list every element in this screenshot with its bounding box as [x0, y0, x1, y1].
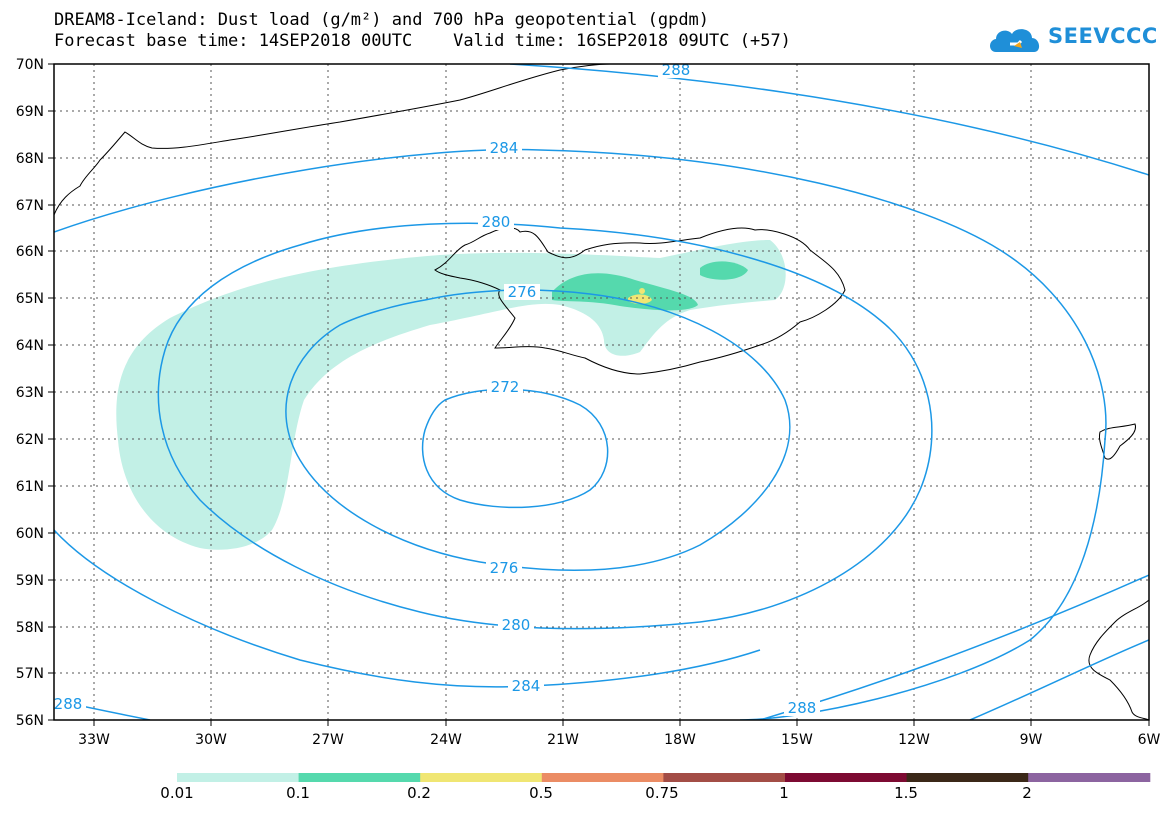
lon-label: 33W	[78, 732, 110, 748]
colorbar	[177, 773, 1151, 782]
colorbar-swatch	[177, 773, 300, 782]
lat-label: 65N	[16, 291, 44, 307]
lat-label: 64N	[16, 338, 44, 354]
geopotential-contours	[54, 64, 1149, 720]
lat-label: 62N	[16, 432, 44, 448]
longitude-labels: 33W 30W 27W 24W 21W 18W 15W 12W 9W 6W	[78, 732, 1160, 748]
contour-label-288-bottom-right: 288	[788, 699, 817, 717]
colorbar-label: 0.75	[645, 784, 679, 802]
logo-text: SEEVCCC	[1048, 24, 1158, 48]
lon-label: 6W	[1138, 732, 1161, 748]
colorbar-swatch	[906, 773, 1029, 782]
contour-276	[285, 289, 791, 571]
dust-area-low	[116, 240, 786, 550]
lon-label: 15W	[781, 732, 813, 748]
map-title: DREAM8-Iceland: Dust load (g/m²) and 700…	[54, 10, 710, 30]
colorbar-label: 0.1	[286, 784, 310, 802]
lon-label: 30W	[195, 732, 227, 748]
contour-label-280-bottom: 280	[502, 616, 531, 634]
contour-284-bottom	[54, 529, 761, 688]
contour-label-288-top: 288	[662, 61, 691, 79]
colorbar-label: 1	[779, 784, 789, 802]
faroe-islands-coast	[1099, 423, 1137, 460]
lon-label: 21W	[547, 732, 579, 748]
colorbar-label: 2	[1022, 784, 1032, 802]
lat-label: 63N	[16, 385, 44, 401]
colorbar-swatch	[420, 773, 543, 782]
contour-label-288-bottom-left: 288	[54, 695, 83, 713]
lon-label: 24W	[430, 732, 462, 748]
contour-label-276-top: 276	[508, 283, 537, 301]
colorbar-label: 0.2	[407, 784, 431, 802]
lat-label: 68N	[16, 151, 44, 167]
contour-272	[421, 388, 609, 509]
map-plot-area: 288 284 280 276 272 276 280 284 288 288	[54, 61, 1149, 720]
lat-label: 70N	[16, 57, 44, 73]
colorbar-label: 0.01	[160, 784, 194, 802]
lat-label: 59N	[16, 573, 44, 589]
contour-284	[54, 148, 1107, 720]
iceland-coast	[434, 227, 846, 375]
cloud-logo-icon	[990, 29, 1040, 52]
colorbar-swatch	[785, 773, 908, 782]
colorbar-swatch	[1028, 773, 1151, 782]
contour-288-bottom-right-2	[969, 639, 1149, 720]
lat-label: 61N	[16, 479, 44, 495]
dust-area-mid-east	[700, 261, 748, 280]
forecast-time-line: Forecast base time: 14SEP2018 00UTC Vali…	[54, 31, 791, 51]
contour-label-284-bottom: 284	[512, 677, 541, 695]
lat-label: 67N	[16, 198, 44, 214]
lat-label: 57N	[16, 666, 44, 682]
contour-label-272: 272	[491, 378, 520, 396]
scotland-coast	[1088, 599, 1149, 720]
colorbar-swatch	[298, 773, 421, 782]
lon-label: 18W	[664, 732, 696, 748]
lon-label: 27W	[312, 732, 344, 748]
tick-marks	[48, 63, 1150, 726]
latitude-labels: 70N 69N 68N 67N 66N 65N 64N 63N 62N 61N …	[16, 57, 44, 729]
colorbar-swatch	[663, 773, 786, 782]
dust-area-high-dot	[639, 288, 645, 294]
contour-labels: 288 284 280 276 272 276 280 284 288 288	[54, 61, 820, 717]
contour-label-284-top: 284	[490, 139, 519, 157]
lat-label: 69N	[16, 104, 44, 120]
contour-288-top	[509, 64, 1149, 176]
lat-label: 56N	[16, 713, 44, 729]
coastlines	[54, 64, 1149, 720]
contour-label-280-top: 280	[482, 213, 511, 231]
lon-label: 9W	[1020, 732, 1043, 748]
lat-label: 66N	[16, 244, 44, 260]
grid-lines	[54, 64, 1149, 720]
colorbar-label: 0.5	[529, 784, 553, 802]
greenland-coast	[54, 64, 611, 216]
contour-288-bottom-right	[759, 574, 1149, 720]
lat-label: 58N	[16, 620, 44, 636]
colorbar-label: 1.5	[894, 784, 918, 802]
contour-label-276-bottom: 276	[490, 559, 519, 577]
lon-label: 12W	[898, 732, 930, 748]
contour-280	[157, 222, 933, 630]
dust-area-mid	[552, 273, 698, 311]
colorbar-swatch	[541, 773, 664, 782]
lat-label: 60N	[16, 526, 44, 542]
